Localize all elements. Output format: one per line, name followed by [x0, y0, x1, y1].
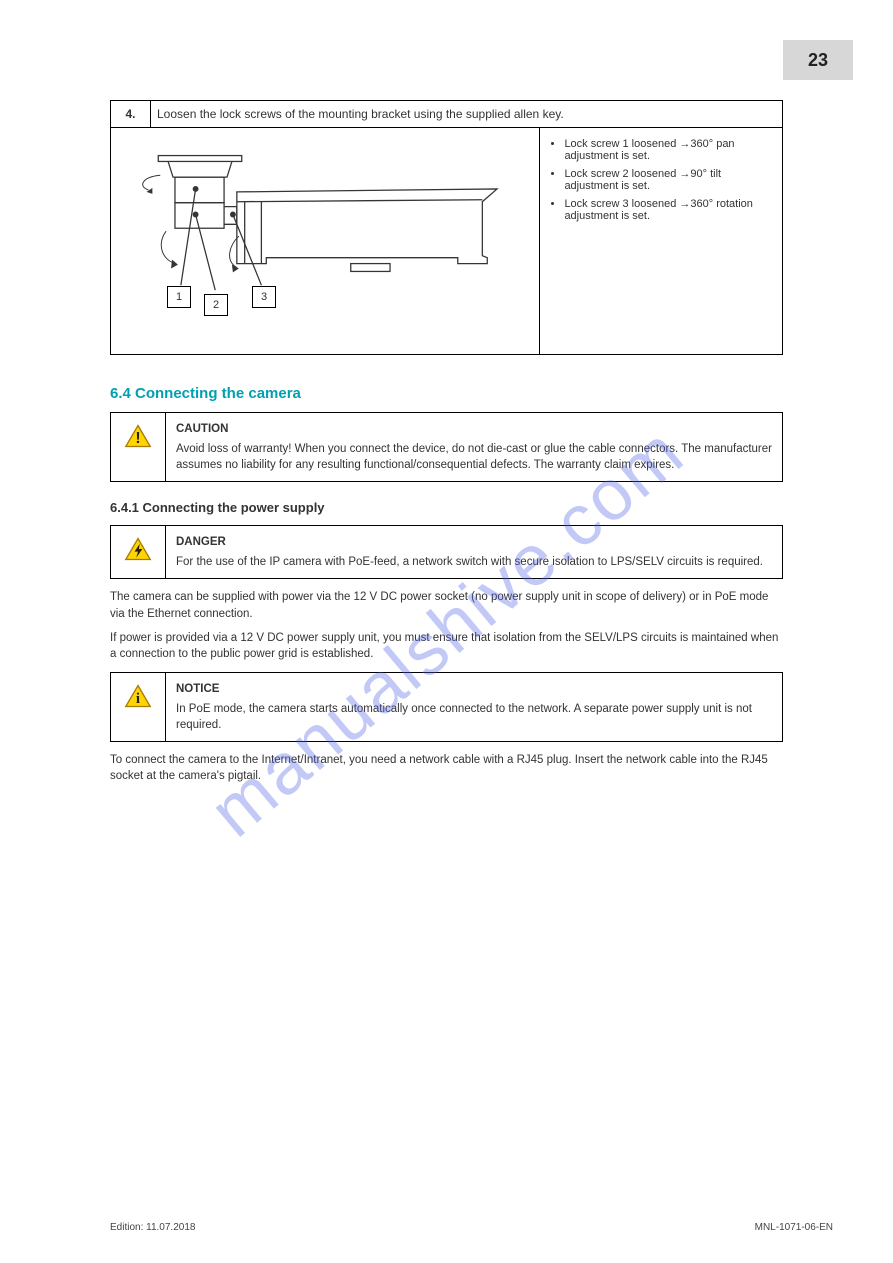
callout-label-2: 2: [204, 294, 228, 316]
notice-body: In PoE mode, the camera starts automatic…: [176, 703, 752, 731]
camera-diagram-cell: 1 2 3: [111, 128, 540, 354]
page: 23 4. Loosen the lock screws of the moun…: [0, 0, 893, 832]
power-paragraph-2: If power is provided via a 12 V DC power…: [110, 630, 783, 662]
danger-box: DANGER For the use of the IP camera with…: [110, 525, 783, 579]
danger-triangle-icon: [124, 536, 152, 562]
page-number-chip: 23: [783, 40, 853, 80]
danger-heading: DANGER: [176, 534, 772, 550]
caution-heading: CAUTION: [176, 421, 772, 437]
page-number: 23: [808, 50, 828, 71]
caution-box: ! CAUTION Avoid loss of warranty! When y…: [110, 412, 783, 482]
footer-right: MNL-1071-06-EN: [755, 1222, 833, 1233]
list-item: Lock screw 1 loosened →360° pan adjustme…: [564, 138, 772, 162]
svg-text:i: i: [136, 691, 140, 707]
danger-body: For the use of the IP camera with PoE-fe…: [176, 556, 763, 568]
installation-step-table: 4. Loosen the lock screws of the mountin…: [110, 100, 783, 355]
danger-icon-cell: [111, 526, 166, 578]
callout-label-1: 1: [167, 286, 191, 308]
warning-triangle-icon: !: [124, 423, 152, 449]
notice-box: i NOTICE In PoE mode, the camera starts …: [110, 672, 783, 742]
step-notes-cell: Lock screw 1 loosened →360° pan adjustme…: [540, 128, 782, 354]
callout-label-3: 3: [252, 286, 276, 308]
table-header-row: 4. Loosen the lock screws of the mountin…: [111, 101, 782, 128]
step-number-cell: 4.: [111, 101, 151, 127]
caution-body: Avoid loss of warranty! When you connect…: [176, 443, 772, 471]
step-notes-list: Lock screw 1 loosened →360° pan adjustme…: [550, 138, 772, 222]
list-item: Lock screw 2 loosened →90° tilt adjustme…: [564, 168, 772, 192]
info-triangle-icon: i: [124, 683, 152, 709]
svg-text:!: !: [135, 430, 140, 447]
power-paragraph-1: The camera can be supplied with power vi…: [110, 589, 783, 621]
caution-icon-cell: !: [111, 413, 166, 481]
step-title-cell: Loosen the lock screws of the mounting b…: [151, 101, 782, 127]
notice-icon-cell: i: [111, 673, 166, 741]
page-footer: Edition: 11.07.2018 MNL-1071-06-EN: [110, 1222, 833, 1233]
notice-heading: NOTICE: [176, 681, 772, 697]
danger-content: DANGER For the use of the IP camera with…: [166, 526, 782, 578]
camera-line-drawing: [119, 136, 531, 346]
section-heading-connecting: 6.4 Connecting the camera: [110, 385, 783, 402]
footer-left: Edition: 11.07.2018: [110, 1222, 195, 1233]
power-step-text: To connect the camera to the Internet/In…: [110, 752, 783, 784]
list-item: Lock screw 3 loosened →360° rotation adj…: [564, 198, 772, 222]
notice-content: NOTICE In PoE mode, the camera starts au…: [166, 673, 782, 741]
table-body-row: 1 2 3 Lock screw 1 loosened →360° pan ad…: [111, 128, 782, 354]
subsection-heading-power: 6.4.1 Connecting the power supply: [110, 500, 783, 515]
camera-diagram: 1 2 3: [119, 136, 531, 346]
caution-content: CAUTION Avoid loss of warranty! When you…: [166, 413, 782, 481]
